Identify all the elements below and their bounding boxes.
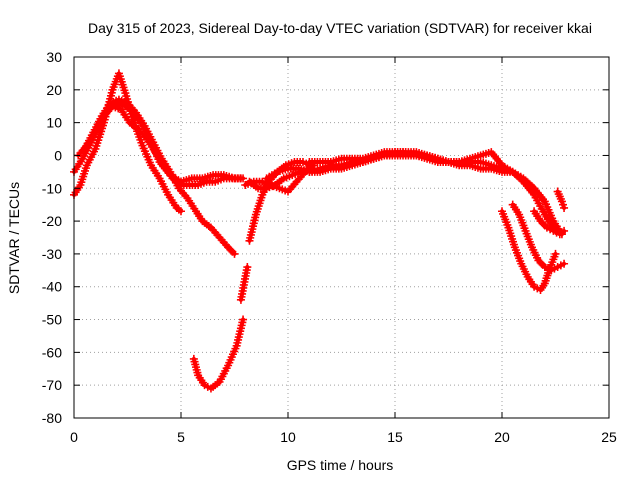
grid — [74, 57, 609, 418]
y-tick-label: 20 — [46, 82, 62, 98]
y-tick-label: 30 — [46, 49, 62, 65]
plot-frame — [73, 56, 610, 419]
data-point — [230, 249, 239, 258]
data-point — [236, 174, 245, 183]
x-tick-label: 15 — [387, 429, 403, 445]
y-axis-label: SDTVAR / TECUs — [6, 182, 22, 294]
data-point — [239, 315, 248, 324]
x-axis-label: GPS time / hours — [287, 457, 394, 473]
series-arc-e — [236, 263, 252, 304]
x-tick-label: 20 — [494, 429, 510, 445]
series-arc-f — [189, 315, 248, 393]
series-arc-m — [498, 207, 560, 295]
y-tick-label: -70 — [42, 377, 62, 393]
data-point — [560, 226, 569, 235]
y-tick-label: 10 — [46, 115, 62, 131]
series-arc-l — [305, 151, 560, 235]
y-tick-label: -20 — [42, 213, 62, 229]
data-point — [177, 207, 185, 216]
series-arc-o — [530, 207, 569, 239]
x-tick-label: 0 — [70, 429, 78, 445]
axis-ticks: 0 5 10 15 20 25 -80 -70 -60 -50 -40 -30 -20 -10 0 10 20 3… — [42, 49, 617, 445]
series-arc-n — [508, 200, 569, 275]
series-arc-d — [80, 95, 239, 258]
y-tick-label: -30 — [42, 246, 62, 262]
y-tick-label: -10 — [42, 180, 62, 196]
data-point — [551, 249, 560, 258]
chart-title: Day 315 of 2023, Sidereal Day-to-day VTE… — [88, 20, 592, 36]
data-point — [560, 203, 569, 212]
series-arc-p — [553, 187, 569, 212]
y-tick-label: -60 — [42, 344, 62, 360]
y-tick-label: 0 — [54, 147, 62, 163]
x-tick-label: 5 — [177, 429, 185, 445]
data-point — [560, 259, 569, 268]
x-tick-label: 10 — [280, 429, 296, 445]
data-series — [70, 69, 569, 393]
data-point — [243, 263, 252, 272]
y-tick-label: -80 — [42, 410, 62, 426]
y-tick-label: -40 — [42, 279, 62, 295]
y-tick-label: -50 — [42, 312, 62, 328]
x-tick-label: 25 — [601, 429, 617, 445]
